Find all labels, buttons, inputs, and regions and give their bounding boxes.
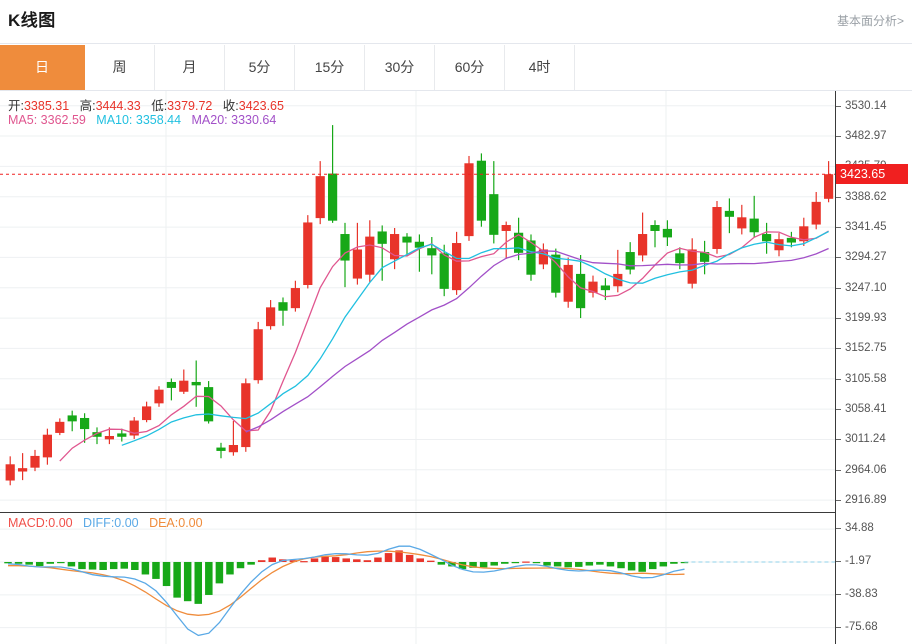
moving-average-readout: MA5: 3362.59 MA10: 3358.44 MA20: 3330.64: [8, 113, 276, 127]
price-tick: [836, 105, 841, 107]
ma20-value: 3330.64: [231, 113, 277, 127]
tab-4[interactable]: 15分: [295, 45, 365, 90]
macd-label: MACD:: [8, 516, 49, 530]
macd-readout: MACD:0.00 DIFF:0.00 DEA:0.00: [8, 516, 203, 530]
price-tick: [836, 409, 841, 411]
price-tick-label: 3105.58: [845, 372, 887, 385]
price-tick-label: 3247.10: [845, 281, 887, 294]
page-header: K线图 基本面分析>: [0, 0, 912, 44]
low-value: 3379.72: [167, 99, 213, 113]
tab-5[interactable]: 30分: [365, 45, 435, 90]
price-tick: [836, 469, 841, 471]
macd-tick: [836, 593, 841, 595]
price-tick: [836, 136, 841, 138]
macd-tick-label: 34.88: [845, 522, 874, 535]
macd-tick: [836, 626, 841, 628]
ma5-label: MA5:: [8, 113, 38, 127]
tab-7[interactable]: 4时: [505, 45, 575, 90]
price-tick-label: 2916.89: [845, 494, 887, 507]
price-tick: [836, 348, 841, 350]
price-tick: [836, 196, 841, 198]
price-tick: [836, 227, 841, 229]
price-tick-label: 3011.24: [845, 433, 886, 446]
macd-tick-label: -75.68: [845, 620, 878, 633]
fundamental-analysis-link[interactable]: 基本面分析>: [836, 14, 904, 28]
price-chart-panel[interactable]: 开:3385.31 高:3444.33 低:3379.72 收:3423.65 …: [0, 91, 836, 512]
price-tick-label: 3152.75: [845, 342, 887, 355]
close-value: 3423.65: [238, 99, 284, 113]
price-tick-label: 3294.27: [845, 251, 887, 264]
tab-label: 4时: [528, 59, 551, 75]
price-tick-label: 3199.93: [845, 312, 887, 325]
open-value: 3385.31: [23, 99, 70, 113]
macd-tick-label: -1.97: [845, 554, 872, 567]
close-label: 收:: [222, 99, 239, 113]
price-tick: [836, 287, 841, 289]
tab-2[interactable]: 月: [155, 45, 225, 90]
price-tick: [836, 257, 841, 259]
tab-0[interactable]: 日: [0, 45, 85, 90]
macd-chart-panel[interactable]: MACD:0.00 DIFF:0.00 DEA:0.00: [0, 512, 836, 644]
diff-value: 0.00: [114, 516, 139, 530]
open-label: 开:: [8, 99, 24, 113]
diff-label: DIFF:: [83, 516, 115, 530]
macd-tick: [836, 528, 841, 530]
price-tick-label: 3482.97: [845, 130, 887, 143]
high-value: 3444.33: [95, 99, 141, 113]
low-label: 低:: [151, 99, 168, 113]
price-tick: [836, 378, 841, 380]
ma20-label: MA20:: [191, 113, 228, 127]
tab-6[interactable]: 60分: [435, 45, 505, 90]
price-tick-label: 3530.14: [845, 99, 887, 112]
dea-value: 0.00: [178, 516, 203, 530]
price-tick-label: 3341.45: [845, 221, 887, 234]
tab-label: 30分: [384, 59, 415, 75]
ma5-value: 3362.59: [40, 113, 86, 127]
macd-tick: [836, 560, 841, 562]
tab-label: 60分: [454, 59, 485, 75]
price-axis: 3530.143482.973435.793388.623341.453294.…: [836, 91, 912, 512]
timeframe-tabbar: 日 周 月 5分 15分 30分 60分 4时: [0, 45, 912, 91]
last-price-badge: 3423.65: [836, 164, 908, 185]
price-tick-label: 2964.06: [845, 463, 887, 476]
high-label: 高:: [79, 99, 96, 113]
price-tick: [836, 500, 841, 502]
tab-3[interactable]: 5分: [225, 45, 295, 90]
tab-1[interactable]: 周: [85, 45, 155, 90]
tab-label: 日: [35, 59, 49, 75]
candlestick-canvas: [0, 91, 835, 511]
price-tick-label: 3058.41: [845, 403, 887, 416]
macd-canvas: [0, 513, 835, 644]
macd-value: 0.00: [48, 516, 73, 530]
tab-label: 15分: [314, 59, 345, 75]
tab-label: 月: [182, 59, 197, 75]
tab-label: 5分: [248, 59, 271, 75]
macd-tick-label: -38.83: [845, 587, 878, 600]
ohlc-readout: 开:3385.31 高:3444.33 低:3379.72 收:3423.65: [8, 95, 284, 114]
page-title: K线图: [8, 11, 56, 30]
macd-axis: 34.88 -1.97 -38.83 -75.68: [836, 512, 912, 644]
ma10-label: MA10:: [96, 113, 133, 127]
ma10-value: 3358.44: [135, 113, 182, 127]
dea-label: DEA:: [149, 516, 179, 530]
chart-container: 开:3385.31 高:3444.33 低:3379.72 收:3423.65 …: [0, 91, 912, 644]
price-tick: [836, 439, 841, 441]
price-tick-label: 3388.62: [845, 190, 887, 203]
tab-label: 周: [112, 59, 127, 75]
price-tick: [836, 318, 841, 320]
